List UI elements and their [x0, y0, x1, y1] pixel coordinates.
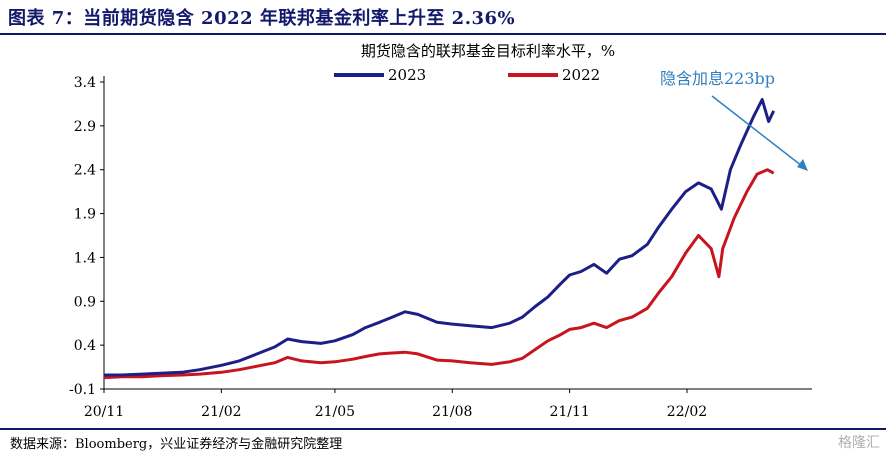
legend: 2023 2022 — [334, 66, 600, 84]
title-rule — [0, 33, 886, 35]
watermark: 格隆汇 — [838, 435, 880, 451]
legend-label-2023: 2023 — [388, 66, 426, 84]
y-tick-label: -0.1 — [69, 382, 96, 398]
annotation-text: 隐含加息223bp — [660, 69, 775, 88]
y-tick-label: 1.9 — [74, 207, 96, 223]
y-tick-label: 2.9 — [74, 119, 96, 135]
series-line-2022 — [103, 168, 775, 380]
annotation-arrow-line — [711, 95, 803, 167]
x-tick-label: 21/02 — [201, 404, 241, 420]
chart-title: 期货隐含的联邦基金目标利率水平，% — [360, 42, 616, 60]
plot-area — [103, 98, 776, 380]
x-tick-label: 22/02 — [667, 404, 707, 420]
axes-group: 3.4 2.9 2.4 1.9 1.4 0.9 0.4 -0.1 20/11 21/02 21/05… — [69, 75, 812, 420]
x-tick-label: 21/08 — [432, 404, 472, 420]
legend-label-2022: 2022 — [562, 66, 600, 84]
series-line-2023 — [104, 98, 776, 377]
x-tick-label: 21/11 — [549, 404, 589, 420]
annotation-arrow-head — [797, 159, 808, 171]
line-chart: 3.4 2.9 2.4 1.9 1.4 0.9 0.4 -0.1 20/11 21/02 21/05… — [69, 66, 812, 420]
footer-rule — [0, 428, 886, 430]
annotation-group: 隐含加息223bp — [660, 69, 808, 171]
source-note: 数据来源：Bloomberg，兴业证券经济与金融研究院整理 — [10, 437, 343, 452]
y-tick-label: 3.4 — [74, 75, 96, 91]
x-tick-label: 20/11 — [84, 404, 124, 420]
y-tick-label: 2.4 — [74, 163, 96, 179]
y-tick-label: 0.4 — [74, 338, 96, 354]
figure-title: 图表 7：当前期货隐含 2022 年联邦基金利率上升至 2.36% — [8, 8, 516, 29]
x-tick-label: 21/05 — [315, 404, 355, 420]
y-tick-label: 1.4 — [74, 250, 96, 266]
y-tick-label: 0.9 — [74, 294, 96, 310]
